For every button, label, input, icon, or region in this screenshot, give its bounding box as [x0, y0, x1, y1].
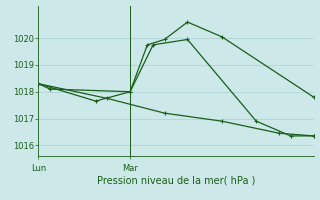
- X-axis label: Pression niveau de la mer( hPa ): Pression niveau de la mer( hPa ): [97, 175, 255, 185]
